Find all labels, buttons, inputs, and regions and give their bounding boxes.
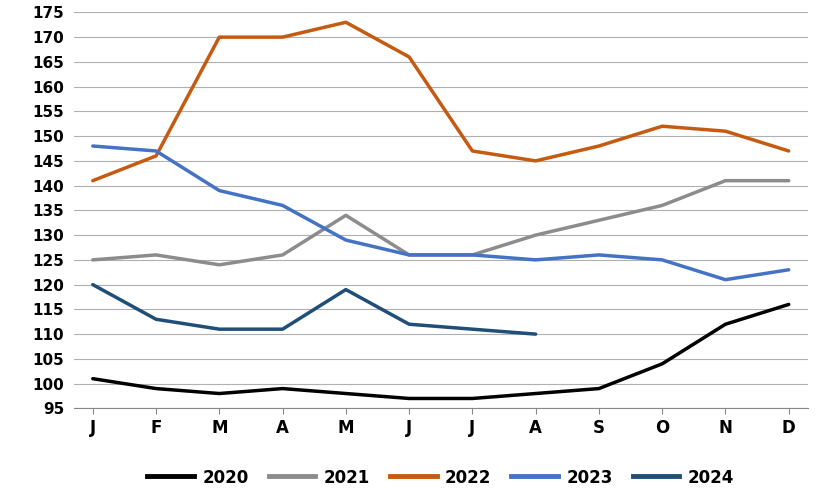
2023: [593, 252, 603, 258]
2020: [214, 391, 224, 396]
2021: [278, 252, 287, 258]
2023: [404, 252, 414, 258]
2023: [151, 148, 161, 154]
2022: [278, 34, 287, 40]
2022: [657, 123, 667, 129]
2021: [404, 252, 414, 258]
Line: 2021: 2021: [93, 181, 788, 265]
2024: [341, 287, 351, 293]
2023: [278, 202, 287, 208]
2023: [530, 257, 540, 263]
2020: [467, 396, 477, 401]
2022: [530, 158, 540, 164]
2024: [214, 326, 224, 332]
2021: [151, 252, 161, 258]
2024: [530, 331, 540, 337]
2020: [657, 361, 667, 367]
2021: [783, 178, 793, 184]
2020: [720, 321, 730, 327]
2022: [783, 148, 793, 154]
2023: [214, 188, 224, 194]
2024: [88, 282, 97, 288]
2022: [341, 19, 351, 25]
2022: [593, 143, 603, 149]
2021: [88, 257, 97, 263]
2022: [151, 153, 161, 159]
2022: [88, 178, 97, 184]
Line: 2022: 2022: [93, 22, 788, 181]
2020: [341, 391, 351, 396]
2021: [214, 262, 224, 268]
2022: [467, 148, 477, 154]
2024: [151, 316, 161, 322]
2021: [657, 202, 667, 208]
2024: [467, 326, 477, 332]
2020: [593, 386, 603, 392]
2023: [657, 257, 667, 263]
2023: [341, 237, 351, 243]
2020: [783, 301, 793, 307]
2023: [783, 267, 793, 273]
2021: [530, 232, 540, 238]
2023: [88, 143, 97, 149]
2020: [278, 386, 287, 392]
2023: [467, 252, 477, 258]
2020: [88, 376, 97, 382]
2024: [404, 321, 414, 327]
Line: 2023: 2023: [93, 146, 788, 280]
2023: [720, 277, 730, 283]
Line: 2020: 2020: [93, 304, 788, 398]
2021: [593, 217, 603, 223]
2022: [214, 34, 224, 40]
2022: [720, 128, 730, 134]
2021: [467, 252, 477, 258]
Legend: 2020, 2021, 2022, 2023, 2024: 2020, 2021, 2022, 2023, 2024: [141, 462, 740, 494]
2024: [278, 326, 287, 332]
2020: [404, 396, 414, 401]
2021: [341, 212, 351, 218]
Line: 2024: 2024: [93, 285, 535, 334]
2020: [151, 386, 161, 392]
2022: [404, 54, 414, 60]
2021: [720, 178, 730, 184]
2020: [530, 391, 540, 396]
